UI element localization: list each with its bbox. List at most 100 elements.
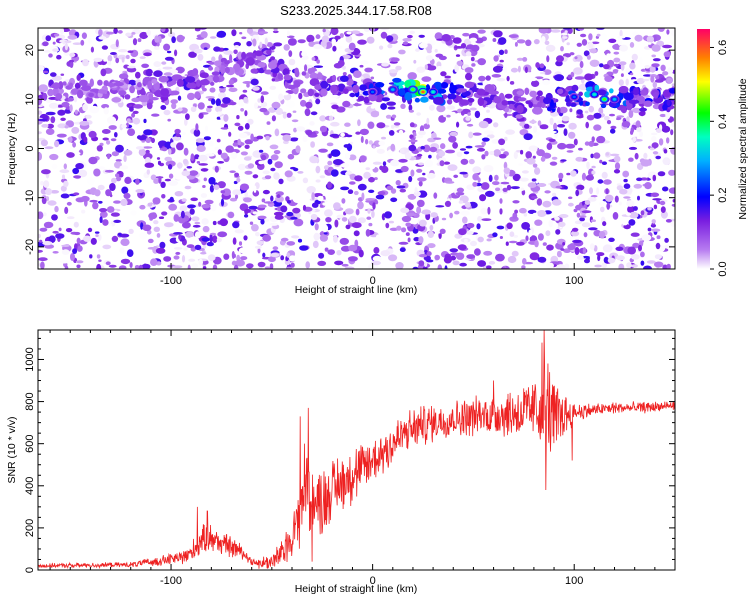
heatmap-cell xyxy=(535,131,540,136)
heatmap-ylabel: Frequency (Hz) xyxy=(6,113,18,185)
heatmap-cell xyxy=(181,170,191,177)
heatmap-cell xyxy=(267,256,276,263)
heatmap-cell xyxy=(466,123,474,127)
heatmap-cell xyxy=(606,202,610,210)
heatmap-cell xyxy=(428,154,432,159)
heatmap-cell xyxy=(47,200,57,206)
heatmap-cell xyxy=(123,64,130,69)
heatmap-cell xyxy=(153,226,160,232)
heatmap-cell xyxy=(201,237,210,242)
heatmap-cell xyxy=(452,260,460,266)
heatmap-cell xyxy=(306,255,317,261)
heatmap-cell xyxy=(330,169,339,177)
snr-series-line xyxy=(38,330,675,570)
heatmap-ridge-cell xyxy=(357,95,365,102)
heatmap-cell xyxy=(596,135,606,144)
heatmap-cell xyxy=(505,129,515,135)
heatmap-cell xyxy=(531,80,540,87)
heatmap-cell xyxy=(600,206,605,213)
heatmap-cell xyxy=(242,89,248,93)
heatmap-cell xyxy=(540,156,546,162)
heatmap-cell xyxy=(85,114,92,119)
heatmap-cell xyxy=(413,59,417,64)
heatmap-cell xyxy=(644,182,652,190)
heatmap-cell xyxy=(161,61,167,65)
heatmap-cell xyxy=(234,45,240,49)
heatmap-cell xyxy=(286,112,292,118)
heatmap-cell xyxy=(302,135,308,143)
heatmap-cell xyxy=(418,42,428,49)
heatmap-cell xyxy=(654,79,664,83)
heatmap-cell xyxy=(38,152,42,161)
heatmap-cell xyxy=(339,190,345,199)
heatmap-cell xyxy=(440,71,447,77)
heatmap-cell xyxy=(273,121,278,126)
heatmap-cell xyxy=(588,41,594,49)
heatmap-cell xyxy=(560,46,564,52)
heatmap-cell xyxy=(257,261,266,268)
heatmap-ridge-cell xyxy=(88,92,94,97)
heatmap-cell xyxy=(111,151,119,157)
heatmap-cell xyxy=(205,96,215,99)
heatmap-cell xyxy=(480,208,488,215)
heatmap-cell xyxy=(102,244,112,250)
heatmap-cell xyxy=(612,212,619,220)
heatmap-cell xyxy=(52,75,62,81)
heatmap-cell xyxy=(398,49,406,55)
heatmap-cell xyxy=(315,179,321,183)
heatmap-cell xyxy=(313,232,320,241)
heatmap-cell xyxy=(317,195,324,202)
heatmap-ridge-cell xyxy=(339,75,349,82)
heatmap-cell xyxy=(75,260,84,264)
heatmap-cell xyxy=(73,96,78,103)
heatmap-cell xyxy=(217,231,228,238)
heatmap-cell xyxy=(214,146,221,151)
heatmap-cell xyxy=(628,157,634,162)
heatmap-cell xyxy=(510,186,520,190)
heatmap-cell xyxy=(59,28,65,35)
heatmap-cell xyxy=(213,184,220,190)
heatmap-cell xyxy=(47,123,54,129)
heatmap-cell xyxy=(153,46,160,50)
heatmap-cell xyxy=(568,202,574,207)
heatmap-cell xyxy=(416,206,422,214)
heatmap-cell xyxy=(530,77,538,82)
heatmap-cell xyxy=(454,64,459,73)
heatmap-cell xyxy=(144,162,155,168)
heatmap-cell xyxy=(651,63,660,68)
heatmap-ridge-cell xyxy=(138,94,150,103)
heatmap-cell xyxy=(152,129,157,136)
heatmap-cell xyxy=(334,219,339,228)
heatmap-cell xyxy=(374,177,378,181)
heatmap-cell xyxy=(109,183,116,191)
heatmap-cell xyxy=(184,185,192,190)
heatmap-cell xyxy=(346,31,352,35)
heatmap-cell xyxy=(553,122,558,131)
snr-ytick-label: 0 xyxy=(24,567,36,573)
heatmap-cell xyxy=(38,110,43,115)
heatmap-cell xyxy=(41,124,49,128)
heatmap-cell xyxy=(66,201,72,206)
heatmap-cell xyxy=(485,75,491,81)
heatmap-cell xyxy=(667,67,674,75)
heatmap-cell xyxy=(568,196,573,200)
heatmap-cell xyxy=(220,103,228,108)
heatmap-cell xyxy=(43,50,51,53)
heatmap-cell xyxy=(418,260,425,267)
heatmap-cell xyxy=(80,195,90,202)
heatmap-cell xyxy=(175,251,181,255)
heatmap-cell xyxy=(570,71,575,78)
heatmap-cell xyxy=(630,254,640,260)
heatmap-cell xyxy=(576,42,582,47)
heatmap-cell xyxy=(238,132,248,138)
heatmap-cell xyxy=(72,42,82,45)
heatmap-cell xyxy=(458,200,464,204)
heatmap-cell xyxy=(328,153,332,159)
heatmap-cell xyxy=(273,42,283,47)
heatmap-cell xyxy=(528,229,533,237)
heatmap-cell xyxy=(565,143,576,149)
heatmap-cell xyxy=(164,178,171,182)
heatmap-cell xyxy=(528,145,538,152)
heatmap-cell xyxy=(138,148,146,156)
heatmap-cell xyxy=(474,110,481,119)
